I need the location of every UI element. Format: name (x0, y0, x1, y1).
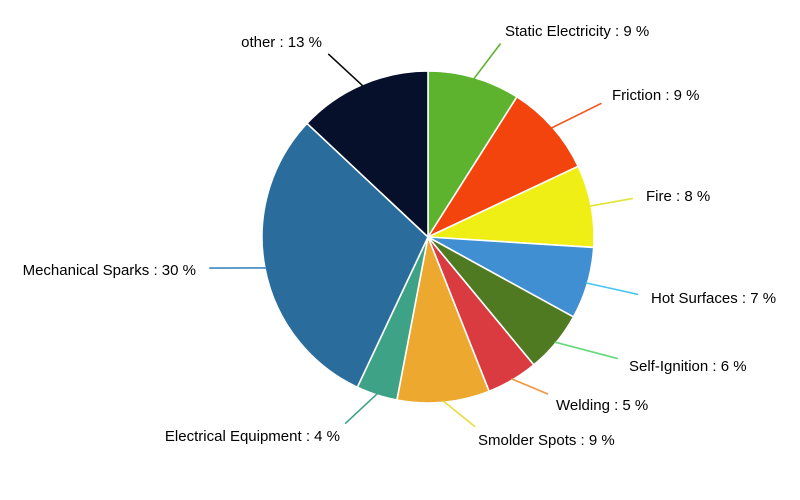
pie-label-static-electricity: Static Electricity : 9 % (505, 23, 649, 40)
pie-label-hot-surfaces: Hot Surfaces : 7 % (651, 290, 776, 307)
pie-label-mechanical-sparks: Mechanical Sparks : 30 % (23, 262, 196, 279)
pie-label-other: other : 13 % (241, 34, 322, 51)
leader-line-static-electricity (473, 43, 501, 80)
leader-line-self-ignition (554, 341, 619, 360)
pie-label-electrical-equipment: Electrical Equipment : 4 % (165, 428, 340, 445)
pie-label-smolder-spots: Smolder Spots : 9 % (478, 432, 615, 449)
leader-line-electrical-equipment (344, 393, 378, 425)
pie-label-self-ignition: Self-Ignition : 6 % (629, 358, 747, 375)
pie-label-welding: Welding : 5 % (556, 397, 648, 414)
leader-line-friction (550, 102, 602, 129)
leader-line-hot-surfaces (585, 282, 639, 296)
pie-label-fire: Fire : 8 % (646, 188, 710, 205)
leader-line-welding (511, 378, 549, 395)
leader-line-smolder-spots (442, 400, 476, 428)
leader-line-fire (589, 197, 634, 207)
leader-line-other (327, 53, 364, 87)
pie-label-friction: Friction : 9 % (612, 87, 700, 104)
